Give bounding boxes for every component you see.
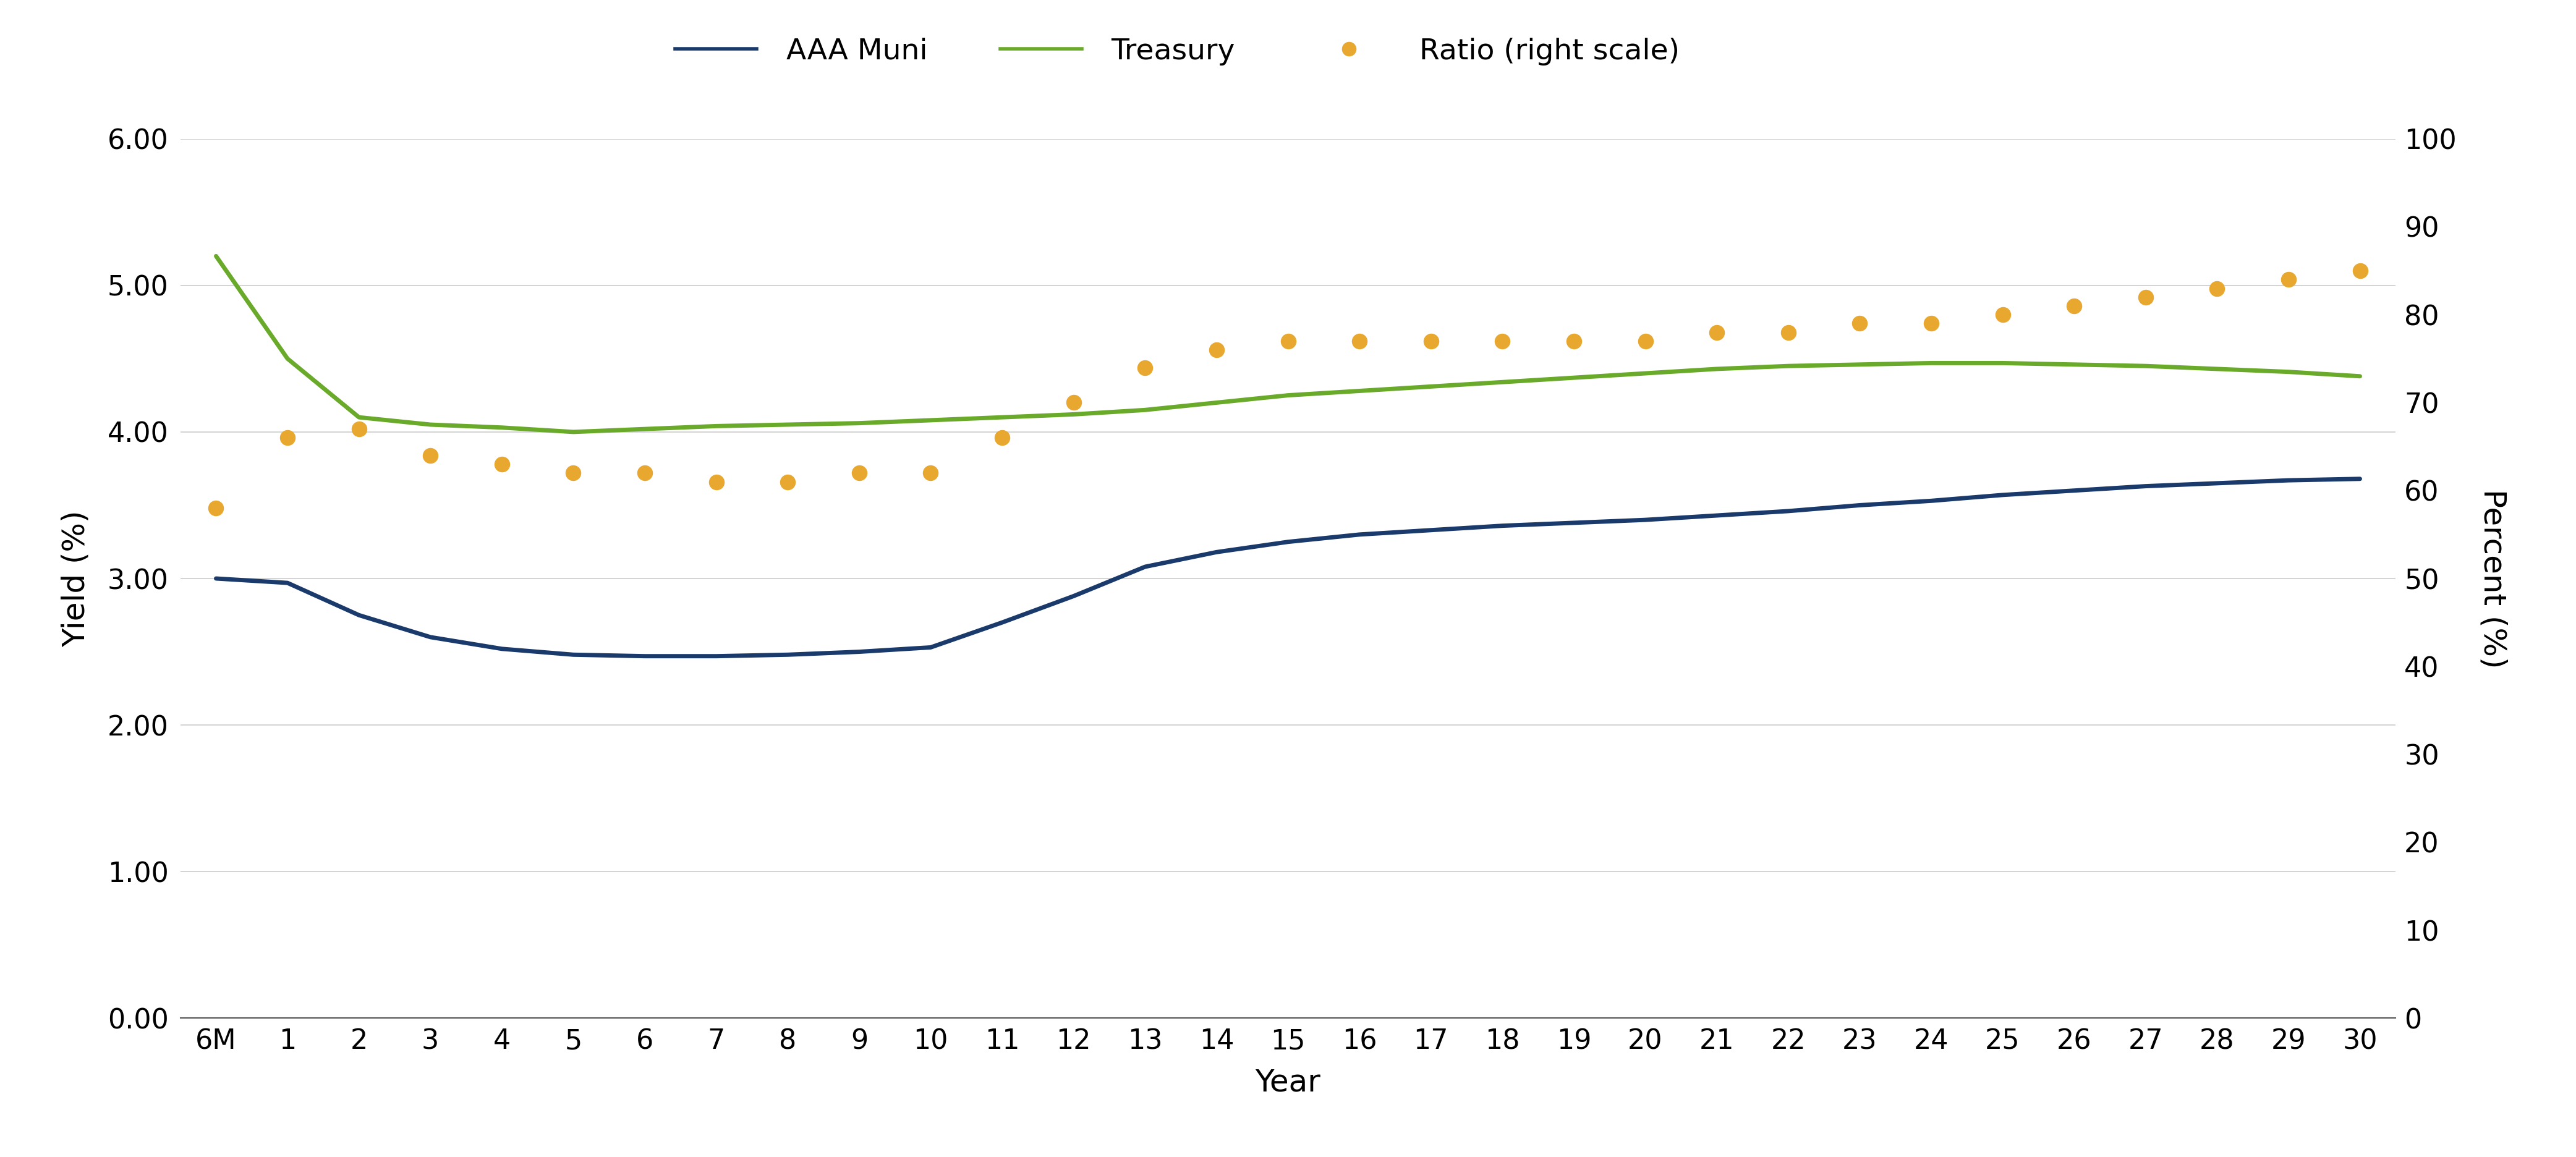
Treasury <box>2272 364 2303 378</box>
Treasury <box>1700 362 1731 376</box>
Ratio (right scale) <box>909 464 951 482</box>
Ratio (right scale) <box>1911 315 1953 333</box>
AAA Muni <box>1345 528 1376 541</box>
X-axis label: Year: Year <box>1255 1068 1321 1097</box>
AAA Muni <box>1558 516 1589 530</box>
AAA Muni <box>2130 479 2161 493</box>
Ratio (right scale) <box>696 472 737 491</box>
Treasury <box>1558 370 1589 384</box>
Treasury <box>845 417 876 430</box>
AAA Muni <box>987 616 1018 629</box>
Ratio (right scale) <box>1409 332 1450 351</box>
AAA Muni <box>1700 509 1731 523</box>
Treasury <box>2344 369 2375 383</box>
AAA Muni <box>1844 499 1875 513</box>
Treasury <box>629 422 659 436</box>
Ratio (right scale) <box>554 464 595 482</box>
AAA Muni <box>845 644 876 658</box>
AAA Muni <box>1414 523 1445 537</box>
AAA Muni <box>1486 518 1517 532</box>
Ratio (right scale) <box>840 464 881 482</box>
AAA Muni <box>343 609 374 622</box>
AAA Muni <box>2272 473 2303 487</box>
Ratio (right scale) <box>1340 332 1381 351</box>
Treasury <box>2130 359 2161 373</box>
AAA Muni <box>1631 513 1662 526</box>
Ratio (right scale) <box>1481 332 1522 351</box>
Treasury <box>273 352 304 366</box>
Treasury <box>559 425 590 439</box>
AAA Muni <box>1200 545 1231 559</box>
Ratio (right scale) <box>1695 323 1736 341</box>
Ratio (right scale) <box>1267 332 1309 351</box>
AAA Muni <box>201 572 232 585</box>
Treasury <box>1844 358 1875 371</box>
Treasury <box>1986 356 2017 370</box>
Ratio (right scale) <box>410 447 451 465</box>
Treasury <box>487 421 518 435</box>
Ratio (right scale) <box>1625 332 1667 351</box>
Treasury <box>1059 407 1090 421</box>
Treasury <box>1273 389 1303 403</box>
Y-axis label: Percent (%): Percent (%) <box>2478 488 2509 669</box>
Ratio (right scale) <box>623 464 665 482</box>
Ratio (right scale) <box>482 455 523 473</box>
AAA Muni <box>1059 589 1090 603</box>
Treasury <box>914 413 945 427</box>
AAA Muni <box>2344 472 2375 486</box>
Ratio (right scale) <box>1839 315 1880 333</box>
AAA Muni <box>415 631 446 644</box>
Treasury <box>1486 375 1517 389</box>
Ratio (right scale) <box>2267 271 2308 289</box>
Ratio (right scale) <box>768 472 809 491</box>
AAA Muni <box>1917 494 1947 508</box>
Treasury <box>1631 367 1662 381</box>
Treasury <box>2058 358 2089 371</box>
Ratio (right scale) <box>2053 296 2094 315</box>
Ratio (right scale) <box>1054 393 1095 412</box>
Ratio (right scale) <box>1767 323 1808 341</box>
Treasury <box>343 411 374 425</box>
AAA Muni <box>701 649 732 663</box>
Y-axis label: Yield (%): Yield (%) <box>62 510 90 647</box>
Treasury <box>1772 359 1803 373</box>
Treasury <box>1917 356 1947 370</box>
AAA Muni <box>1772 504 1803 518</box>
AAA Muni <box>1986 488 2017 502</box>
AAA Muni <box>773 648 804 662</box>
Ratio (right scale) <box>337 420 379 439</box>
AAA Muni <box>1273 535 1303 548</box>
AAA Muni <box>629 649 659 663</box>
Treasury <box>1200 396 1231 410</box>
Treasury <box>2202 362 2233 376</box>
Treasury <box>201 249 232 263</box>
AAA Muni <box>1131 560 1162 574</box>
Treasury <box>1131 403 1162 417</box>
Treasury <box>1414 379 1445 393</box>
AAA Muni <box>273 576 304 590</box>
AAA Muni <box>559 648 590 662</box>
Treasury <box>701 419 732 433</box>
Line: Treasury: Treasury <box>216 256 2360 432</box>
Line: AAA Muni: AAA Muni <box>216 479 2360 656</box>
Ratio (right scale) <box>196 499 237 517</box>
Ratio (right scale) <box>1981 305 2022 324</box>
Treasury <box>773 418 804 432</box>
AAA Muni <box>2202 477 2233 491</box>
Ratio (right scale) <box>1126 359 1167 377</box>
AAA Muni <box>487 642 518 656</box>
AAA Muni <box>2058 484 2089 498</box>
Treasury <box>987 411 1018 425</box>
Ratio (right scale) <box>2197 279 2239 297</box>
Legend: AAA Muni, Treasury, Ratio (right scale): AAA Muni, Treasury, Ratio (right scale) <box>665 25 1690 78</box>
Ratio (right scale) <box>268 428 309 447</box>
Treasury <box>1345 384 1376 398</box>
Treasury <box>415 418 446 432</box>
Ratio (right scale) <box>1195 340 1236 359</box>
Ratio (right scale) <box>1553 332 1595 351</box>
AAA Muni <box>914 641 945 655</box>
Ratio (right scale) <box>2125 288 2166 307</box>
Ratio (right scale) <box>981 428 1023 447</box>
Ratio (right scale) <box>2339 261 2380 280</box>
